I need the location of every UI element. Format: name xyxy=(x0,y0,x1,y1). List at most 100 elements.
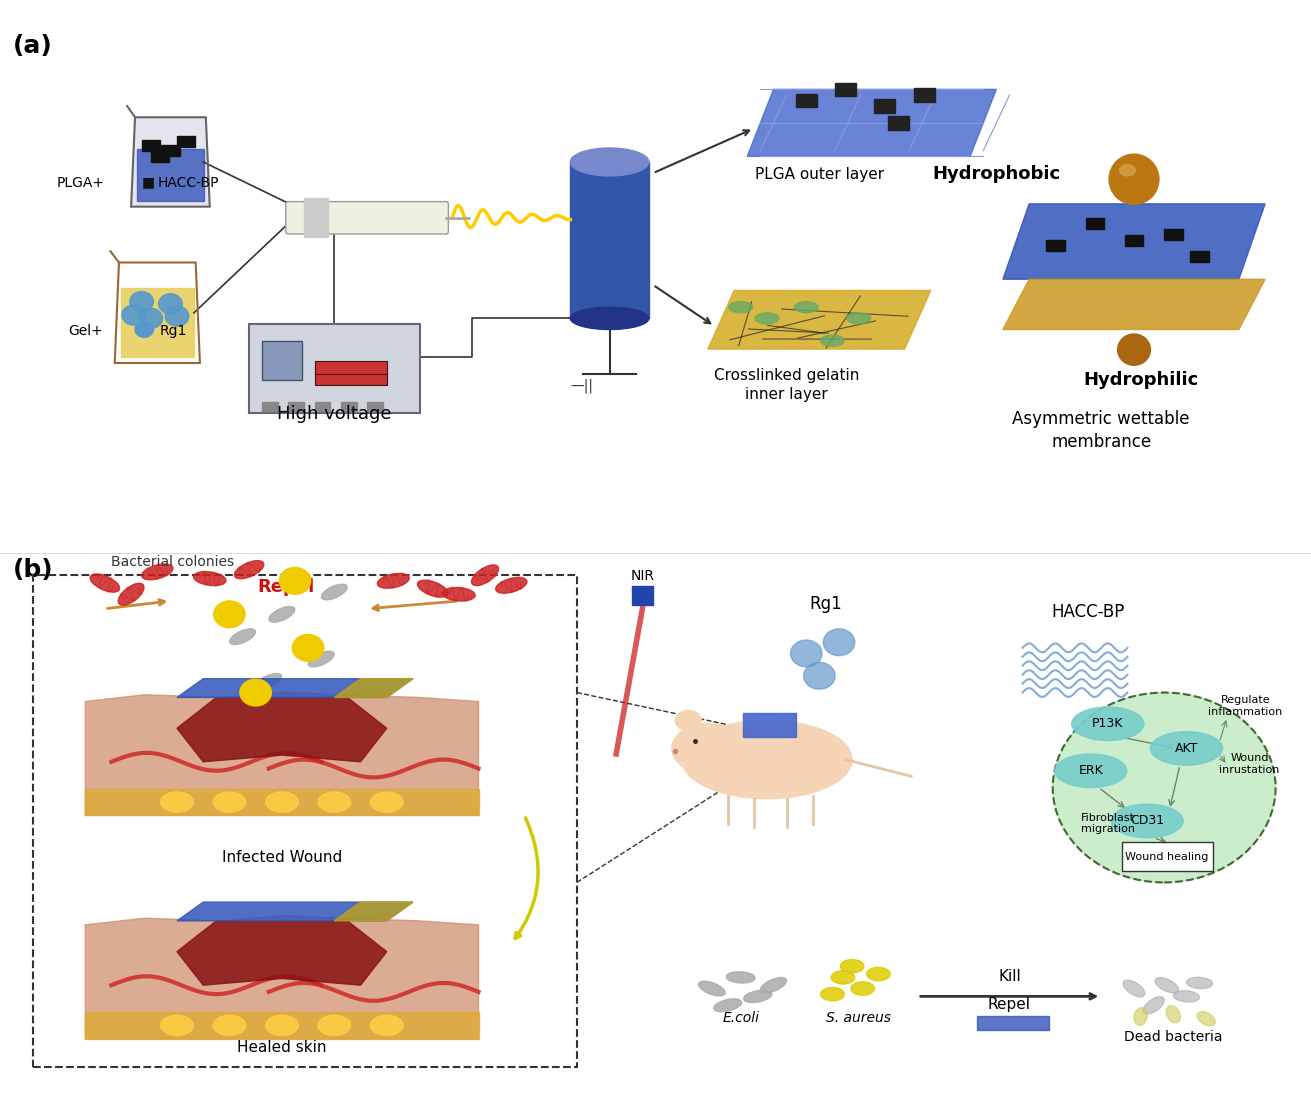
Ellipse shape xyxy=(1151,732,1222,765)
Text: CD31: CD31 xyxy=(1130,814,1164,828)
Ellipse shape xyxy=(1072,707,1143,741)
Text: ■: ■ xyxy=(142,175,155,190)
Circle shape xyxy=(240,679,271,706)
Bar xyxy=(315,402,330,411)
Circle shape xyxy=(165,306,189,326)
Polygon shape xyxy=(708,290,931,349)
Polygon shape xyxy=(1125,235,1143,246)
Text: Wound
inrustation: Wound inrustation xyxy=(1219,753,1280,775)
Ellipse shape xyxy=(675,710,701,731)
Ellipse shape xyxy=(682,720,852,799)
Text: membrance: membrance xyxy=(1051,432,1151,451)
Bar xyxy=(570,162,649,318)
Circle shape xyxy=(122,305,146,325)
Text: Dead bacteria: Dead bacteria xyxy=(1124,1030,1223,1044)
Circle shape xyxy=(292,634,324,661)
Ellipse shape xyxy=(90,574,119,592)
Ellipse shape xyxy=(821,335,844,346)
Text: Regulate
inflammation: Regulate inflammation xyxy=(1209,695,1282,717)
Circle shape xyxy=(159,294,182,314)
Text: —||: —|| xyxy=(570,379,594,392)
Ellipse shape xyxy=(319,1015,351,1035)
Polygon shape xyxy=(1003,279,1265,330)
Polygon shape xyxy=(334,679,413,697)
Bar xyxy=(295,207,439,228)
Polygon shape xyxy=(151,151,169,162)
Ellipse shape xyxy=(1124,981,1145,996)
Text: High voltage: High voltage xyxy=(277,404,392,423)
Text: Kill: Kill xyxy=(998,968,1021,984)
Polygon shape xyxy=(874,99,895,113)
Ellipse shape xyxy=(570,307,649,330)
Ellipse shape xyxy=(321,584,347,600)
Ellipse shape xyxy=(1173,991,1200,1002)
Ellipse shape xyxy=(1186,977,1213,989)
Ellipse shape xyxy=(378,573,409,589)
Ellipse shape xyxy=(570,149,649,175)
Text: NIR: NIR xyxy=(631,569,654,583)
Ellipse shape xyxy=(840,960,864,973)
Ellipse shape xyxy=(269,607,295,622)
Ellipse shape xyxy=(1109,154,1159,204)
Ellipse shape xyxy=(673,724,745,773)
Bar xyxy=(304,199,328,237)
Bar xyxy=(288,402,304,411)
Polygon shape xyxy=(131,117,210,207)
Text: S. aureus: S. aureus xyxy=(826,1011,891,1025)
Ellipse shape xyxy=(851,982,874,995)
Circle shape xyxy=(804,662,835,689)
Polygon shape xyxy=(177,697,387,762)
Text: Wound healing: Wound healing xyxy=(1125,852,1209,861)
Text: Hydrophilic: Hydrophilic xyxy=(1083,371,1198,390)
Circle shape xyxy=(130,292,153,312)
Polygon shape xyxy=(121,288,194,357)
Text: AKT: AKT xyxy=(1175,742,1198,755)
Ellipse shape xyxy=(496,577,527,593)
Polygon shape xyxy=(177,920,387,985)
Ellipse shape xyxy=(847,313,871,324)
Circle shape xyxy=(135,322,153,337)
Ellipse shape xyxy=(256,674,282,689)
Ellipse shape xyxy=(235,561,264,579)
Polygon shape xyxy=(177,903,413,920)
Ellipse shape xyxy=(161,1015,194,1035)
Polygon shape xyxy=(177,136,195,147)
Bar xyxy=(743,713,796,737)
Text: Asymmetric wettable: Asymmetric wettable xyxy=(1012,410,1190,429)
Text: E.coli: E.coli xyxy=(722,1011,759,1025)
FancyBboxPatch shape xyxy=(262,341,302,380)
Ellipse shape xyxy=(161,792,194,812)
Polygon shape xyxy=(888,116,909,130)
Ellipse shape xyxy=(1054,754,1127,787)
Circle shape xyxy=(1053,693,1276,882)
FancyBboxPatch shape xyxy=(315,372,387,385)
Ellipse shape xyxy=(743,991,772,1002)
Text: Gel+: Gel+ xyxy=(68,324,104,338)
Polygon shape xyxy=(85,916,479,1039)
Ellipse shape xyxy=(417,580,448,598)
Bar xyxy=(262,402,278,411)
Ellipse shape xyxy=(1112,804,1184,838)
Text: Repel: Repel xyxy=(257,577,315,596)
Circle shape xyxy=(791,640,822,667)
Ellipse shape xyxy=(142,564,173,580)
Ellipse shape xyxy=(1167,1005,1180,1023)
FancyBboxPatch shape xyxy=(315,361,387,374)
Ellipse shape xyxy=(371,1015,404,1035)
FancyBboxPatch shape xyxy=(1122,842,1213,871)
Text: Healed skin: Healed skin xyxy=(237,1040,326,1056)
Text: Infected Wound: Infected Wound xyxy=(222,850,342,866)
Ellipse shape xyxy=(118,583,144,605)
Text: (b): (b) xyxy=(13,558,54,582)
Text: inner layer: inner layer xyxy=(745,386,829,402)
Ellipse shape xyxy=(212,792,246,812)
Ellipse shape xyxy=(443,588,475,601)
Text: ERK: ERK xyxy=(1079,764,1103,777)
Text: PLGA outer layer: PLGA outer layer xyxy=(755,166,884,182)
Ellipse shape xyxy=(319,792,351,812)
Text: P13K: P13K xyxy=(1092,717,1124,731)
Text: HACC-BP: HACC-BP xyxy=(157,175,219,190)
Text: Rg1: Rg1 xyxy=(810,594,842,613)
Text: Rg1: Rg1 xyxy=(160,324,187,338)
Polygon shape xyxy=(1003,203,1265,279)
